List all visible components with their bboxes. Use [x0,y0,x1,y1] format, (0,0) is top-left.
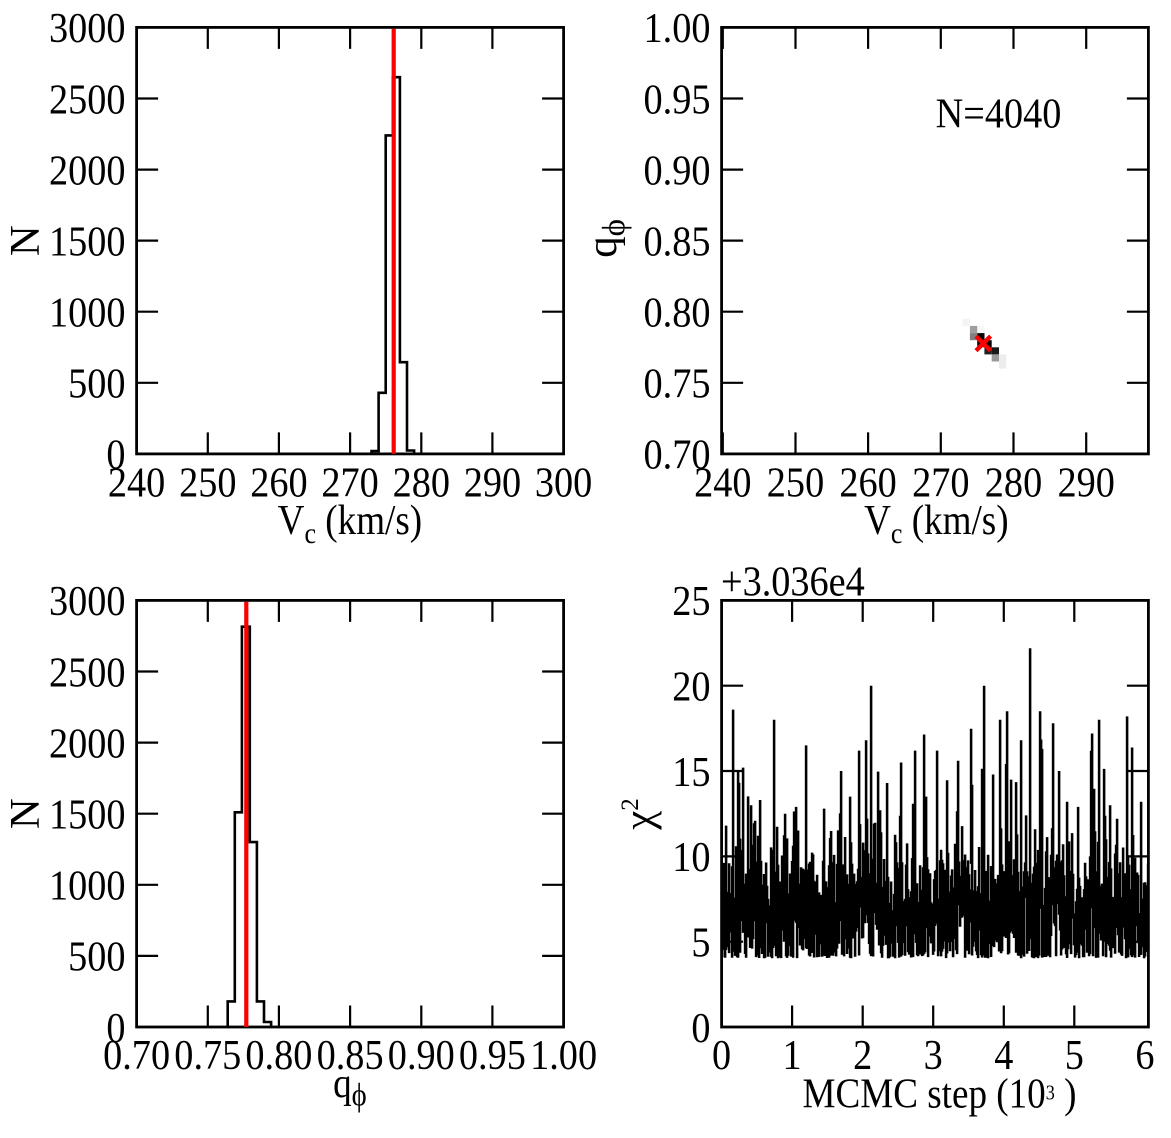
svg-text:20: 20 [672,664,710,711]
svg-text:1.00: 1.00 [530,1032,597,1079]
svg-text:qϕ: qϕ [333,1059,367,1113]
svg-text:0.75: 0.75 [174,1032,241,1079]
svg-text:N=4040: N=4040 [936,90,1062,137]
svg-text:+3.036e4: +3.036e4 [721,559,865,606]
svg-text:0: 0 [712,1032,731,1079]
svg-text:1.00: 1.00 [644,5,711,52]
svg-text:1000: 1000 [49,863,126,910]
svg-text:6: 6 [1135,1032,1154,1079]
svg-text:280: 280 [985,460,1042,507]
svg-text:15: 15 [672,749,710,796]
svg-text:Vc (km/s): Vc (km/s) [864,496,1008,551]
svg-text:3000: 3000 [49,5,126,52]
svg-text:0: 0 [691,1005,710,1052]
svg-text:0.70: 0.70 [103,1032,170,1079]
svg-text:1000: 1000 [49,290,126,337]
svg-text:240: 240 [694,460,751,507]
svg-text:0.90: 0.90 [388,1032,455,1079]
svg-text:10: 10 [672,834,710,881]
svg-text:270: 270 [321,460,378,507]
svg-text:0.75: 0.75 [644,361,711,408]
svg-text:270: 270 [912,460,969,507]
svg-text:260: 260 [839,460,896,507]
svg-text:0.70: 0.70 [644,432,711,479]
svg-text:0.95: 0.95 [644,76,711,123]
svg-text:0.85: 0.85 [317,1032,384,1079]
svg-text:500: 500 [68,934,125,981]
svg-text:3000: 3000 [49,578,126,625]
svg-text:0: 0 [106,432,125,479]
svg-text:240: 240 [108,460,165,507]
svg-text:2000: 2000 [49,147,126,194]
svg-text:0.95: 0.95 [459,1032,526,1079]
svg-text:2500: 2500 [49,649,126,696]
svg-text:2000: 2000 [49,720,126,767]
svg-text:5: 5 [691,920,710,967]
svg-text:2500: 2500 [49,76,126,123]
svg-text:260: 260 [250,460,307,507]
svg-text:0: 0 [106,1005,125,1052]
svg-text:1: 1 [783,1032,802,1079]
svg-text:280: 280 [393,460,450,507]
svg-text:5: 5 [1065,1032,1084,1079]
svg-text:N: N [2,225,49,256]
svg-text:290: 290 [464,460,521,507]
svg-text:250: 250 [767,460,824,507]
svg-text:2: 2 [853,1032,872,1079]
svg-text:25: 25 [672,578,710,625]
svg-text:Vc (km/s): Vc (km/s) [278,496,422,551]
svg-text:1500: 1500 [49,792,126,839]
svg-text:MCMC step (103 ): MCMC step (103 ) [803,1069,1077,1117]
svg-text:1500: 1500 [49,218,126,265]
svg-text:500: 500 [68,361,125,408]
svg-text:0.90: 0.90 [644,147,711,194]
svg-text:N: N [2,798,49,829]
svg-text:290: 290 [1058,460,1115,507]
svg-text:250: 250 [179,460,236,507]
svg-text:4: 4 [994,1032,1013,1079]
svg-text:300: 300 [535,460,592,507]
svg-text:0.80: 0.80 [644,290,711,337]
svg-text:0.85: 0.85 [644,218,711,265]
svg-text:3: 3 [924,1032,943,1079]
svg-text:0.80: 0.80 [245,1032,312,1079]
